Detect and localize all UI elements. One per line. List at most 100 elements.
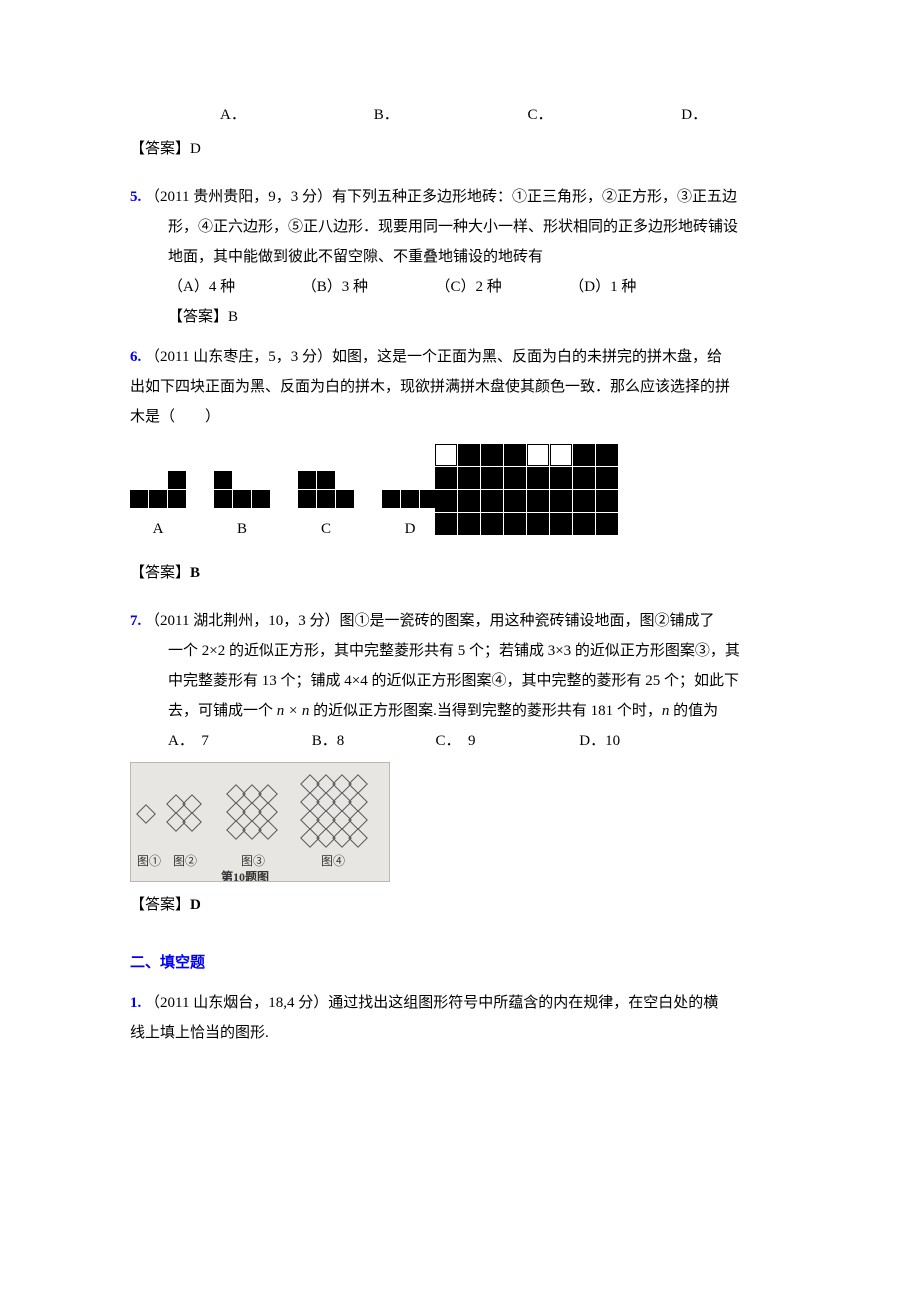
q4-option-d: D．: [681, 100, 707, 130]
board-cell: [527, 444, 549, 466]
piece-cell: [336, 471, 354, 489]
board-cell: [550, 467, 572, 489]
question-6: 6. （2011 山东枣庄，5，3 分）如图，这是一个正面为黑、反面为白的未拼完…: [130, 342, 790, 588]
piece-cell: [420, 471, 438, 489]
q5-option-a: （A）4 种: [168, 272, 298, 302]
piece-cell: [168, 490, 186, 508]
q4-answer: 【答案】D: [130, 134, 790, 164]
board-cell: [573, 444, 595, 466]
q7-text-2: 一个 2×2 的近似正方形，其中完整菱形共有 5 个；若铺成 3×3 的近似正方…: [130, 636, 790, 666]
s2q1-line1: 1. （2011 山东烟台，18,4 分）通过找出这组图形符号中所蕴含的内在规律…: [130, 988, 790, 1018]
board-cell: [550, 513, 572, 535]
q7-text-3: 中完整菱形有 13 个；铺成 4×4 的近似正方形图案④，其中完整的菱形有 25…: [130, 666, 790, 696]
q7-text-4: 去，可铺成一个 n × n 的近似正方形图案.当得到完整的菱形共有 181 个时…: [130, 696, 790, 726]
piece-cell: [149, 490, 167, 508]
piece-cell: [130, 490, 148, 508]
piece-cell: [298, 490, 316, 508]
q5-text-3: 地面，其中能做到彼此不留空隙、不重叠地铺设的地砖有: [130, 242, 790, 272]
board-cell: [458, 467, 480, 489]
board-cell: [527, 490, 549, 512]
board-cell: [596, 444, 618, 466]
q5-answer: 【答案】B: [130, 302, 790, 332]
board-cell: [527, 513, 549, 535]
q7-cap-2: 图②: [173, 849, 197, 873]
q6-piece-d-label: D: [405, 514, 416, 544]
q7-options-row: A． 7 B．8 C． 9 D．10: [130, 726, 790, 756]
answer-value: D: [190, 141, 201, 157]
q6-line1: 6. （2011 山东枣庄，5，3 分）如图，这是一个正面为黑、反面为白的未拼完…: [130, 342, 790, 372]
s2q1-text-1: 通过找出这组图形符号中所蕴含的内在规律，在空白处的横: [328, 995, 718, 1011]
q7-option-c: C． 9: [436, 726, 576, 756]
q6-text-2: 出如下四块正面为黑、反面为白的拼木，现欲拼满拼木盘使其颜色一致．那么应该选择的拼: [130, 372, 790, 402]
s2q1-source: （2011 山东烟台，18,4 分）: [145, 995, 328, 1011]
piece-cell: [298, 471, 316, 489]
q7-text-4c: 的值为: [669, 703, 718, 719]
board-cell: [458, 444, 480, 466]
q6-piece-a: [130, 471, 186, 508]
piece-cell: [382, 471, 400, 489]
q5-options-row: （A）4 种 （B）3 种 （C）2 种 （D）1 种: [130, 272, 790, 302]
board-cell: [435, 444, 457, 466]
board-cell: [435, 467, 457, 489]
board-cell: [573, 490, 595, 512]
question-5: 5. （2011 贵州贵阳，9，3 分）有下列五种正多边形地砖：①正三角形，②正…: [130, 182, 790, 332]
piece-cell: [382, 490, 400, 508]
board-cell: [435, 513, 457, 535]
section2-question-1: 1. （2011 山东烟台，18,4 分）通过找出这组图形符号中所蕴含的内在规律…: [130, 988, 790, 1048]
q7-cap-1: 图①: [137, 849, 161, 873]
section-2-heading: 二、填空题: [130, 948, 790, 978]
board-cell: [573, 467, 595, 489]
board-cell: [527, 467, 549, 489]
piece-cell: [233, 471, 251, 489]
q7-cap-main: 第10题图: [221, 865, 269, 882]
q6-piece-c: [298, 471, 354, 508]
q7-cap-4: 图④: [321, 849, 345, 873]
piece-cell: [252, 490, 270, 508]
q7-text-4a: 去，可铺成一个: [168, 703, 277, 719]
q6-number: 6.: [130, 349, 141, 365]
piece-cell: [420, 490, 438, 508]
q6-text-1: 如图，这是一个正面为黑、反面为白的未拼完的拼木盘，给: [332, 349, 722, 365]
board-cell: [481, 467, 503, 489]
board-cell: [435, 490, 457, 512]
piece-cell: [233, 490, 251, 508]
q6-text-3: 木是（ ）: [130, 402, 790, 432]
board-cell: [504, 467, 526, 489]
piece-cell: [401, 490, 419, 508]
s2q1-number: 1.: [130, 995, 141, 1011]
board-cell: [458, 513, 480, 535]
q5-option-d: （D）1 种: [569, 272, 636, 302]
q7-line1: 7. （2011 湖北荆州，10，3 分）图①是一瓷砖的图案，用这种瓷砖铺设地面…: [130, 606, 790, 636]
piece-cell: [130, 471, 148, 489]
q7-source: （2011 湖北荆州，10，3 分）: [145, 613, 339, 629]
piece-cell: [214, 490, 232, 508]
q7-figure: 图① 图② 图③ 图④ 第10题图: [130, 762, 390, 882]
board-cell: [550, 444, 572, 466]
answer-label: 【答案】: [168, 309, 228, 325]
answer-label: 【答案】: [130, 141, 190, 157]
q5-text-2: 形，④正六边形，⑤正八边形．现要用同一种大小一样、形状相同的正多边形地砖铺设: [130, 212, 790, 242]
q6-piece-c-col: C: [298, 471, 354, 544]
piece-cell: [317, 490, 335, 508]
board-cell: [458, 490, 480, 512]
q4-option-c: C．: [528, 100, 678, 130]
q7-option-d: D．10: [579, 726, 620, 756]
q6-piece-d: [382, 471, 438, 508]
q5-option-b: （B）3 种: [302, 272, 432, 302]
piece-cell: [336, 490, 354, 508]
board-cell: [573, 513, 595, 535]
answer-value: D: [190, 897, 201, 913]
q7-answer: 【答案】D: [130, 890, 790, 920]
piece-cell: [168, 471, 186, 489]
piece-cell: [317, 471, 335, 489]
board-cell: [504, 444, 526, 466]
board-cell: [481, 490, 503, 512]
q6-piece-b: [214, 471, 270, 508]
q7-option-b: B．8: [312, 726, 432, 756]
piece-cell: [252, 471, 270, 489]
q6-piece-a-label: A: [153, 514, 164, 544]
q5-text-1: 有下列五种正多边形地砖：①正三角形，②正方形，③正五边: [332, 189, 737, 205]
question-7: 7. （2011 湖北荆州，10，3 分）图①是一瓷砖的图案，用这种瓷砖铺设地面…: [130, 606, 790, 920]
q4-option-a: A．: [220, 100, 370, 130]
q6-piece-c-label: C: [321, 514, 331, 544]
